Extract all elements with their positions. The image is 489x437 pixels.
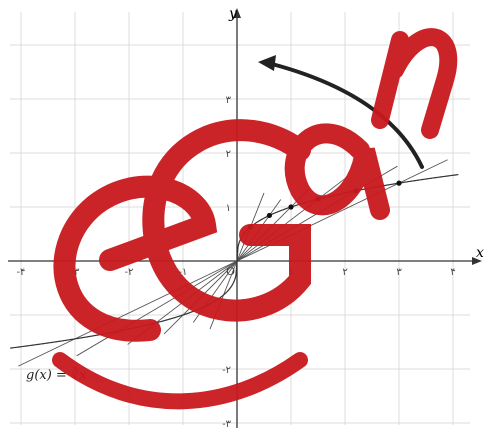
x-tick-label: ۲ — [342, 267, 347, 278]
curve-point — [288, 204, 294, 210]
secant-line — [76, 260, 238, 357]
watermark-letter-a — [284, 123, 390, 220]
y-tick-label: ۱ — [226, 203, 231, 214]
curve-point — [396, 180, 402, 186]
y-tick-label: ۳ — [226, 95, 232, 106]
secant-line — [236, 177, 347, 262]
x-tick-label: ۴ — [450, 267, 455, 278]
y-tick-label: ۲ — [226, 149, 231, 160]
watermark-swoosh — [52, 352, 308, 410]
x-tick-label: -۱ — [179, 267, 188, 278]
watermark-letter-n — [371, 28, 458, 139]
x-axis-arrowhead — [472, 257, 482, 265]
watermark-logo — [52, 28, 458, 410]
x-tick-label: -۲ — [125, 267, 134, 278]
x-tick-label: -۴ — [17, 267, 26, 278]
arrowhead-icon — [258, 55, 276, 71]
watermark-letter-e — [53, 175, 218, 342]
y-axis-label: y — [228, 6, 238, 22]
axes: x y O — [8, 6, 484, 428]
curve-point — [266, 212, 272, 219]
y-tick-label: -۲ — [222, 365, 231, 376]
origin-label: O — [226, 265, 235, 278]
tangent-rotation-arrow — [270, 62, 424, 169]
x-tick-label: ۳ — [396, 267, 402, 278]
y-axis-arrowhead — [233, 8, 241, 18]
x-axis-label: x — [476, 245, 484, 261]
secant-line — [18, 260, 238, 367]
watermark-letter-G — [142, 119, 311, 322]
y-tick-label: -۳ — [222, 419, 231, 430]
